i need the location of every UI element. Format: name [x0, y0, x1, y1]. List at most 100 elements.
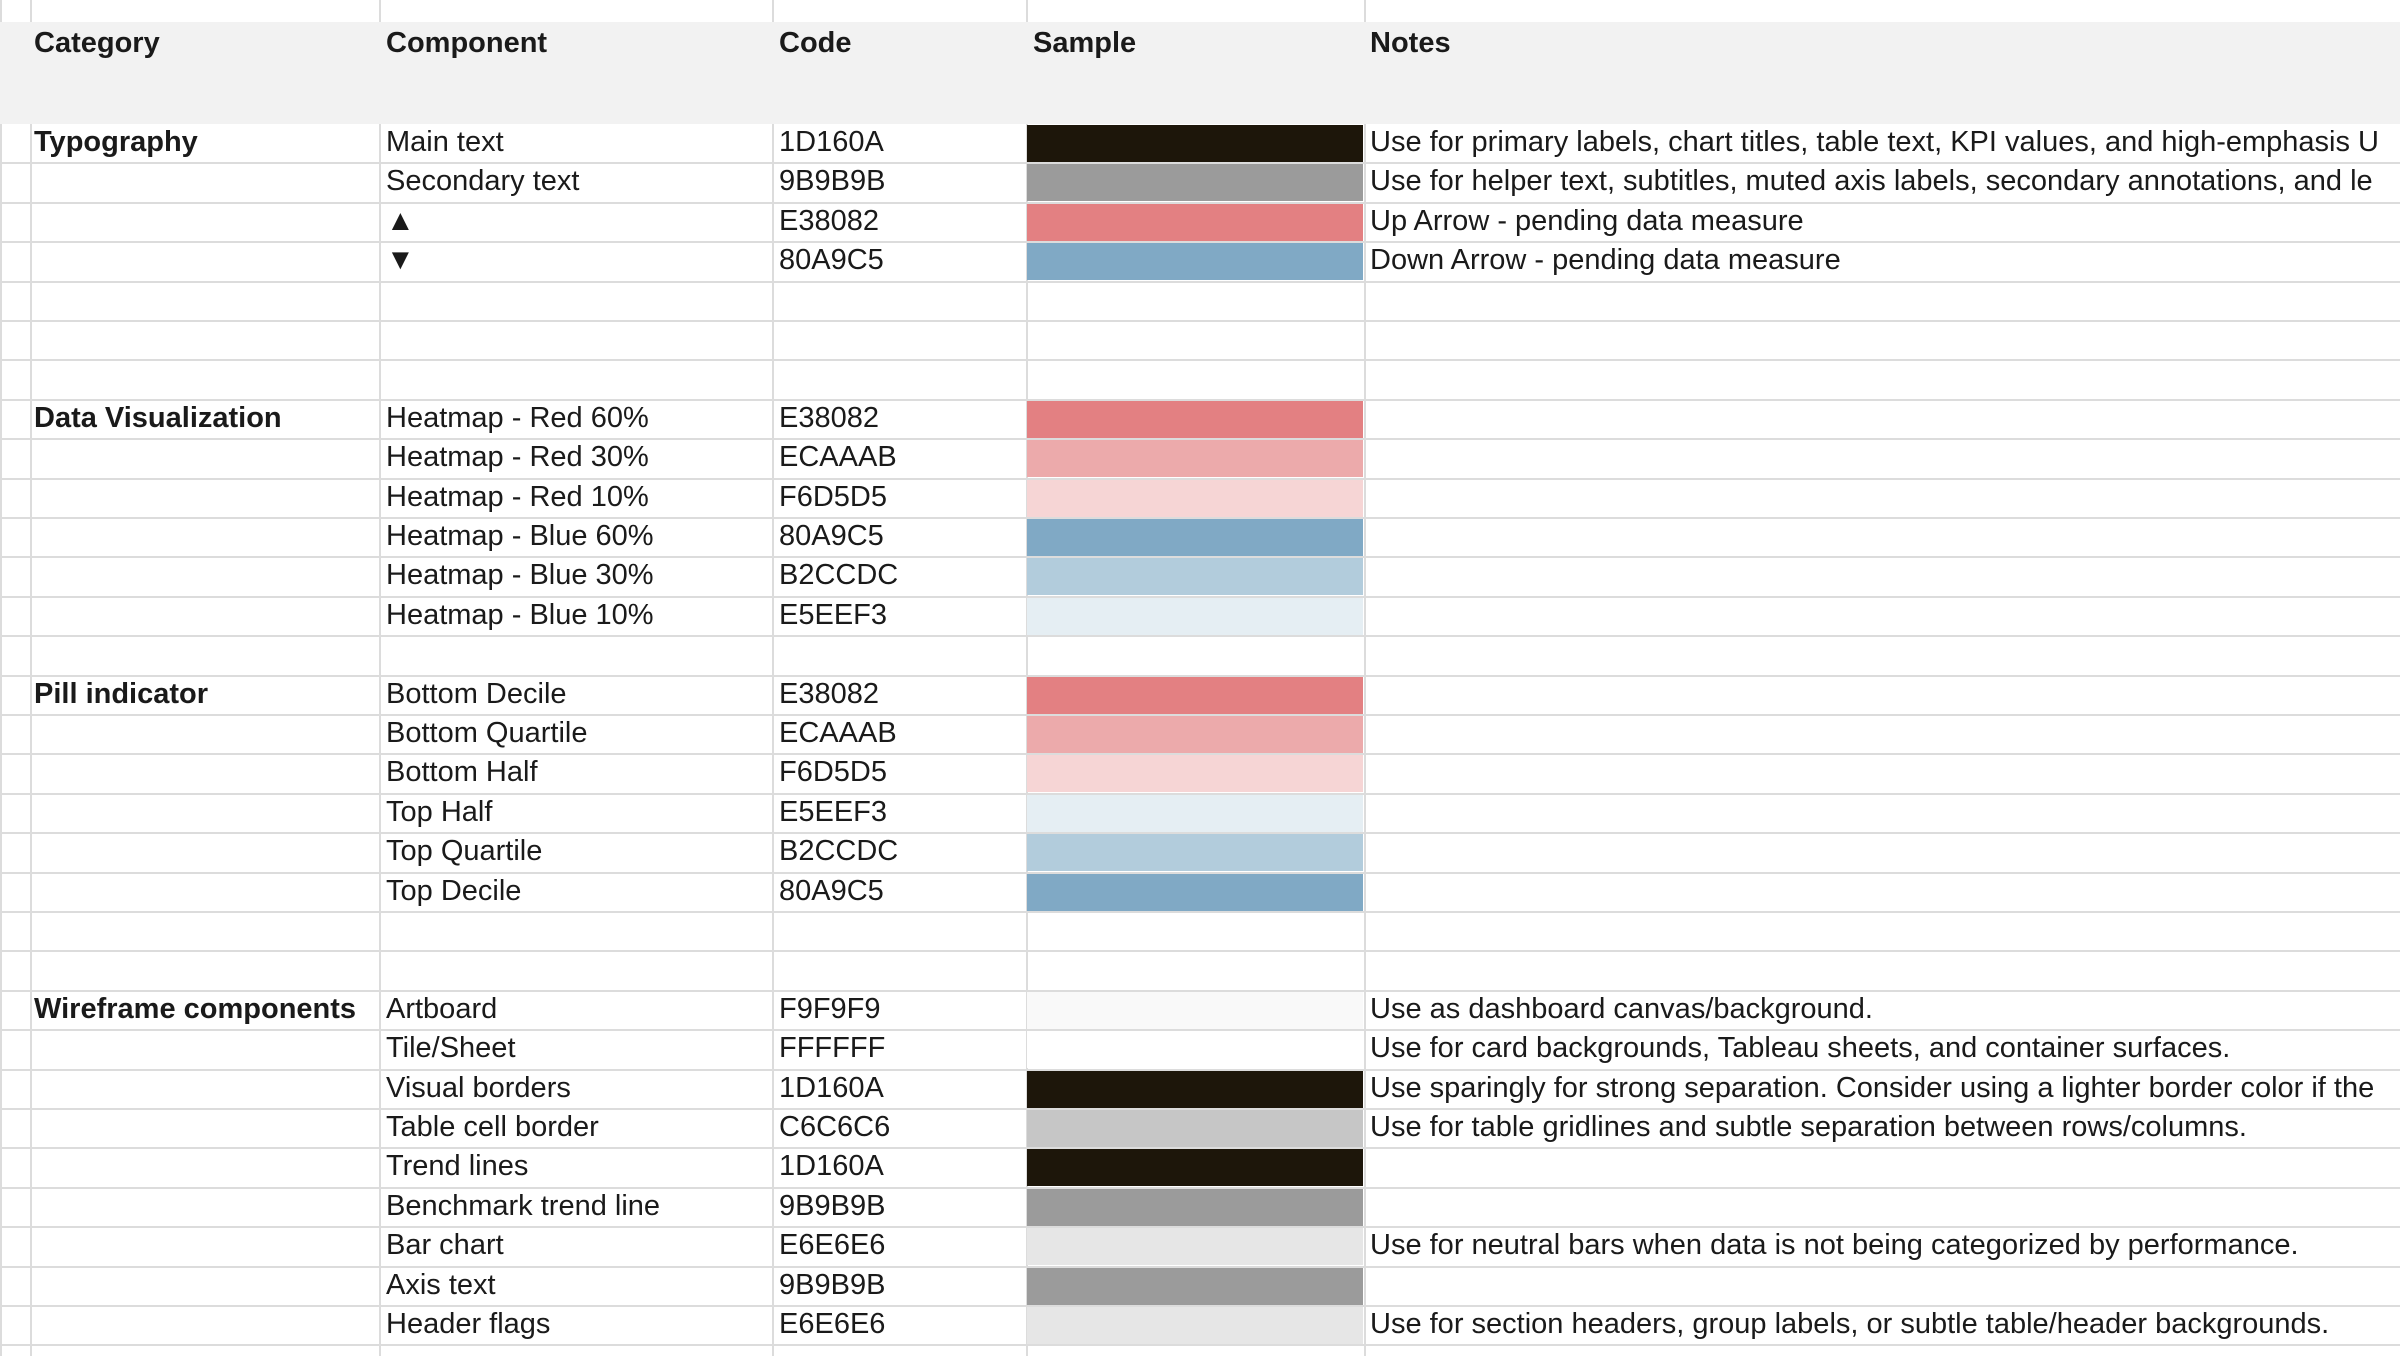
notes-cell[interactable]: Up Arrow - pending data measure [1370, 204, 1804, 237]
color-swatch[interactable] [1027, 1267, 1363, 1305]
code-cell[interactable]: F6D5D5 [779, 480, 887, 513]
component-cell[interactable]: Visual borders [386, 1071, 571, 1104]
component-cell[interactable]: Benchmark trend line [386, 1189, 661, 1222]
color-swatch[interactable] [1027, 519, 1363, 556]
component-cell[interactable]: Top Quartile [386, 835, 543, 868]
component-cell[interactable]: Bottom Quartile [386, 717, 588, 749]
color-swatch[interactable] [1027, 1070, 1363, 1108]
component-cell[interactable]: Heatmap - Blue 10% [386, 598, 654, 631]
grid-row-line [0, 595, 2400, 598]
component-cell[interactable]: Table cell border [386, 1111, 599, 1143]
color-swatch[interactable] [1027, 1188, 1363, 1226]
color-swatch[interactable] [1027, 755, 1363, 793]
code-cell[interactable]: FFFFFF [779, 1032, 886, 1065]
code-cell[interactable]: E38082 [779, 401, 879, 434]
column-header-sample[interactable]: Sample [1033, 27, 1137, 59]
notes-cell[interactable]: Use for table gridlines and subtle separ… [1370, 1111, 2247, 1143]
notes-cell[interactable]: Use for section headers, group labels, o… [1370, 1308, 2330, 1340]
component-cell[interactable]: Axis text [386, 1268, 496, 1301]
color-swatch[interactable] [1027, 1307, 1363, 1344]
grid-row-line [0, 911, 2400, 913]
component-cell[interactable]: Bottom Decile [386, 677, 567, 710]
code-cell[interactable]: 9B9B9B [779, 1189, 886, 1222]
column-header-notes[interactable]: Notes [1370, 27, 1451, 59]
component-cell[interactable]: Top Half [386, 795, 493, 828]
component-cell[interactable]: Main text [386, 126, 504, 158]
code-cell[interactable]: 9B9B9B [779, 1268, 886, 1301]
code-cell[interactable]: F9F9F9 [779, 992, 881, 1025]
color-swatch[interactable] [1027, 1228, 1363, 1266]
color-swatch[interactable] [1027, 479, 1363, 517]
component-cell[interactable]: ▼ [386, 244, 415, 277]
color-swatch[interactable] [1027, 243, 1363, 281]
component-cell[interactable]: ▲ [386, 204, 415, 237]
color-swatch[interactable] [1027, 716, 1363, 753]
grid-row-line [0, 398, 2400, 401]
color-swatch[interactable] [1027, 676, 1363, 714]
color-swatch[interactable] [1027, 834, 1363, 872]
component-cell[interactable]: Artboard [386, 992, 498, 1025]
grid-row-line [0, 871, 2400, 874]
color-swatch[interactable] [1027, 125, 1363, 162]
code-cell[interactable]: ECAAAB [779, 717, 897, 749]
color-swatch[interactable] [1027, 164, 1363, 202]
code-cell[interactable]: E5EEF3 [779, 598, 887, 631]
component-cell[interactable]: Bottom Half [386, 756, 538, 789]
code-cell[interactable]: 80A9C5 [779, 874, 884, 907]
column-header-category[interactable]: Category [34, 27, 160, 59]
notes-cell[interactable]: Use as dashboard canvas/background. [1370, 992, 1873, 1025]
component-cell[interactable]: Tile/Sheet [386, 1032, 516, 1065]
color-swatch[interactable] [1027, 597, 1363, 635]
column-header-code[interactable]: Code [779, 27, 852, 59]
code-cell[interactable]: B2CCDC [779, 559, 899, 592]
code-cell[interactable]: 9B9B9B [779, 165, 886, 198]
code-cell[interactable]: B2CCDC [779, 835, 899, 868]
category-cell[interactable]: Pill indicator [34, 677, 209, 710]
component-cell[interactable]: Header flags [386, 1308, 551, 1340]
code-cell[interactable]: 80A9C5 [779, 520, 884, 552]
color-swatch[interactable] [1027, 794, 1363, 832]
notes-cell[interactable]: Down Arrow - pending data measure [1370, 244, 1841, 277]
notes-cell[interactable]: Use sparingly for strong separation. Con… [1370, 1071, 2375, 1104]
color-swatch[interactable] [1027, 1149, 1363, 1187]
notes-cell[interactable]: Use for primary labels, chart titles, ta… [1370, 126, 2379, 158]
grid-row-line [0, 241, 2400, 244]
category-cell[interactable]: Typography [34, 126, 198, 158]
component-cell[interactable]: Top Decile [386, 874, 522, 907]
color-swatch[interactable] [1027, 991, 1363, 1029]
color-swatch[interactable] [1027, 440, 1363, 478]
component-cell[interactable]: Heatmap - Red 30% [386, 441, 649, 474]
code-cell[interactable]: E38082 [779, 204, 879, 237]
color-swatch[interactable] [1027, 1110, 1363, 1147]
component-cell[interactable]: Trend lines [386, 1150, 529, 1183]
code-cell[interactable]: C6C6C6 [779, 1111, 891, 1143]
color-swatch[interactable] [1027, 1031, 1363, 1069]
code-cell[interactable]: ECAAAB [779, 441, 897, 474]
code-cell[interactable]: E6E6E6 [779, 1308, 886, 1340]
code-cell[interactable]: E5EEF3 [779, 795, 887, 828]
component-cell[interactable]: Bar chart [386, 1229, 504, 1262]
component-cell[interactable]: Heatmap - Blue 30% [386, 559, 654, 592]
notes-cell[interactable]: Use for helper text, subtitles, muted ax… [1370, 165, 2373, 198]
color-swatch[interactable] [1027, 400, 1363, 438]
grid-row-line [0, 832, 2400, 835]
code-cell[interactable]: E38082 [779, 677, 879, 710]
code-cell[interactable]: F6D5D5 [779, 756, 887, 789]
notes-cell[interactable]: Use for card backgrounds, Tableau sheets… [1370, 1032, 2231, 1065]
component-cell[interactable]: Secondary text [386, 165, 580, 198]
column-header-component[interactable]: Component [386, 27, 548, 59]
category-cell[interactable]: Wireframe components [34, 992, 357, 1025]
code-cell[interactable]: 1D160A [779, 1150, 884, 1183]
code-cell[interactable]: 80A9C5 [779, 244, 884, 277]
color-swatch[interactable] [1027, 558, 1363, 596]
notes-cell[interactable]: Use for neutral bars when data is not be… [1370, 1229, 2299, 1262]
component-cell[interactable]: Heatmap - Red 10% [386, 480, 649, 513]
color-swatch[interactable] [1027, 873, 1363, 911]
code-cell[interactable]: E6E6E6 [779, 1229, 886, 1262]
component-cell[interactable]: Heatmap - Red 60% [386, 401, 649, 434]
code-cell[interactable]: 1D160A [779, 1071, 884, 1104]
code-cell[interactable]: 1D160A [779, 126, 884, 158]
category-cell[interactable]: Data Visualization [34, 401, 282, 434]
component-cell[interactable]: Heatmap - Blue 60% [386, 520, 654, 552]
color-swatch[interactable] [1027, 203, 1363, 241]
